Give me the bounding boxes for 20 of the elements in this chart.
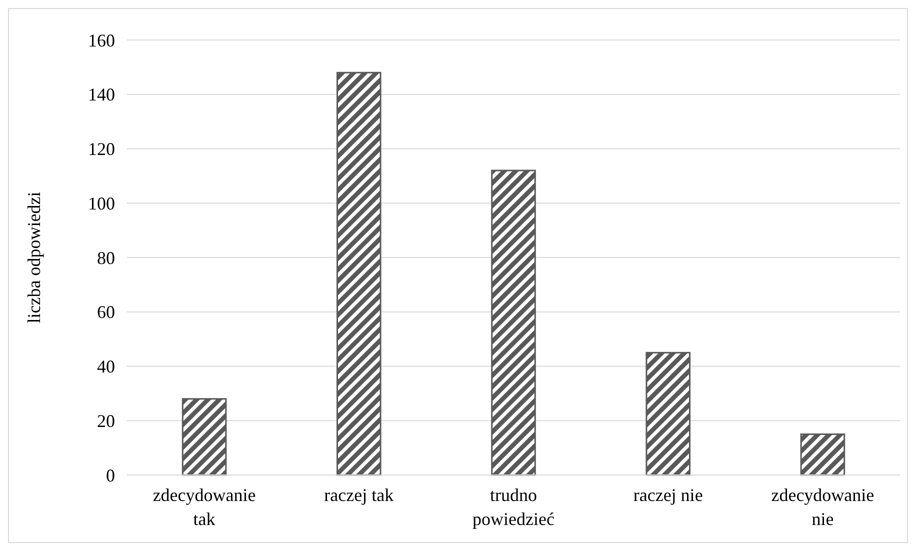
- y-tick-label: 160: [88, 30, 115, 50]
- x-tick-label: trudno powiedzieć: [472, 485, 554, 529]
- y-tick-label: 60: [97, 302, 115, 322]
- y-tick-label: 0: [106, 465, 115, 486]
- y-tick-label: 100: [88, 193, 115, 214]
- y-tick-label: 140: [88, 84, 115, 105]
- bar: [491, 170, 536, 476]
- x-tick-label: zdecydowanie tak: [152, 485, 256, 529]
- x-tick-label: zdecydowanie nie: [771, 485, 874, 529]
- bar: [182, 398, 227, 476]
- y-tick-label: 20: [97, 410, 115, 431]
- x-tick-label: raczej nie: [633, 485, 703, 505]
- bar: [800, 433, 846, 476]
- y-tick-label: 80: [97, 248, 115, 268]
- bar: [646, 352, 690, 476]
- y-tick-label: 40: [97, 356, 115, 377]
- y-tick-label: 120: [88, 139, 115, 160]
- bar: [336, 72, 382, 476]
- y-axis-title: liczba odpowiedzi: [24, 192, 44, 324]
- x-tick-label: raczej tak: [324, 485, 394, 505]
